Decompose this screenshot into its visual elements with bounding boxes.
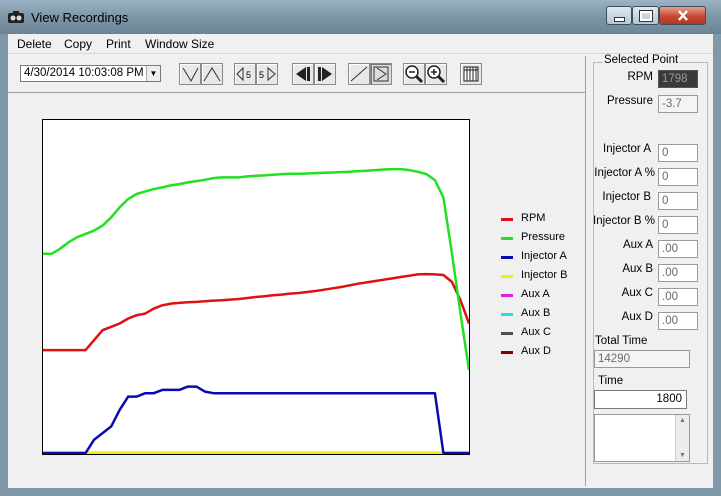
legend-label-aux-b: Aux B	[521, 307, 551, 319]
maximize-button[interactable]	[632, 6, 659, 25]
injector-b-pct-label: Injector B %	[593, 215, 655, 227]
cursor-mode-button[interactable]	[370, 63, 392, 85]
aux-d-field: .00	[658, 312, 698, 330]
injector-a-label: Injector A	[603, 143, 651, 155]
zoom-out-icon	[405, 65, 424, 84]
trim-left-button[interactable]	[179, 63, 201, 85]
window-title: View Recordings	[31, 10, 129, 25]
legend-swatch-injector-b	[501, 275, 513, 278]
injector-a-field: 0	[658, 144, 698, 162]
rpm-field: 1798	[658, 70, 698, 88]
svg-text:5: 5	[259, 70, 264, 80]
line-mode-button[interactable]	[348, 63, 370, 85]
legend-swatch-aux-b	[501, 313, 513, 316]
window-frame-right	[713, 34, 721, 496]
trim-right-button[interactable]	[201, 63, 223, 85]
close-button[interactable]	[659, 6, 706, 25]
legend-swatch-aux-d	[501, 351, 513, 354]
legend-swatch-rpm	[501, 218, 513, 221]
series-line-rpm	[43, 272, 471, 352]
scroll-up-icon[interactable]: ▲	[679, 417, 686, 424]
recorder-icon	[8, 11, 24, 23]
aux-c-label: Aux C	[621, 287, 653, 299]
chart-plot-area[interactable]	[42, 119, 471, 455]
toolbar: 4/30/2014 10:03:08 PM ▼ 5 5	[10, 56, 583, 92]
series-line-injector-a	[43, 385, 469, 455]
zoom-in-button[interactable]	[425, 63, 447, 85]
menu-delete[interactable]: Delete	[17, 37, 52, 51]
prev-mark-icon	[296, 67, 310, 81]
total-time-field: 14290	[594, 350, 690, 368]
diagonal-line-icon	[350, 66, 368, 82]
window-frame-bottom	[0, 488, 721, 496]
injector-b-field: 0	[658, 192, 698, 210]
menu-print[interactable]: Print	[106, 37, 131, 51]
pressure-label: Pressure	[606, 95, 653, 107]
panel-divider	[585, 56, 586, 486]
client-area: Delete Copy Print Window Size 4/30/2014 …	[8, 34, 713, 488]
legend-label-rpm: RPM	[521, 212, 546, 224]
legend-swatch-aux-c	[501, 332, 513, 335]
aux-b-label: Aux B	[622, 263, 653, 275]
series-line-pressure	[43, 167, 471, 371]
recording-select-value: 4/30/2014 10:03:08 PM	[24, 67, 144, 79]
injector-a-pct-field: 0	[658, 168, 698, 186]
zoom-in-icon	[427, 65, 446, 84]
pressure-field: -3.7	[658, 95, 698, 113]
legend-swatch-injector-a	[501, 256, 513, 259]
next-mark-icon	[318, 67, 332, 81]
zoom-out-button[interactable]	[403, 63, 425, 85]
next-mark-button[interactable]	[314, 63, 336, 85]
columns-button[interactable]	[460, 63, 482, 85]
menu-bar: Delete Copy Print Window Size	[8, 34, 713, 54]
rpm-label: RPM	[627, 71, 653, 83]
close-icon	[677, 10, 688, 21]
columns-icon	[463, 66, 479, 82]
legend-label-aux-a: Aux A	[521, 288, 550, 300]
aux-a-label: Aux A	[622, 239, 653, 251]
legend-swatch-pressure	[501, 237, 513, 240]
triangle-down-icon	[182, 67, 199, 83]
maximize-icon	[638, 9, 653, 22]
toolbar-divider	[8, 92, 585, 93]
minimize-icon	[613, 16, 625, 22]
notes-textarea[interactable]: ▲ ▼	[594, 414, 690, 462]
title-bar: View Recordings	[0, 0, 721, 34]
time-label: Time	[598, 375, 624, 387]
prev-mark-button[interactable]	[292, 63, 314, 85]
step-forward-5-button[interactable]: 5	[256, 63, 278, 85]
injector-b-label: Injector B	[602, 191, 651, 203]
legend-label-pressure: Pressure	[521, 231, 566, 243]
injector-a-pct-label: Injector A %	[594, 167, 655, 179]
recording-select[interactable]: 4/30/2014 10:03:08 PM ▼	[20, 65, 161, 82]
chart-svg	[43, 167, 471, 455]
total-time-label: Total Time	[595, 335, 648, 347]
time-input[interactable]: 1800	[594, 390, 687, 409]
window-frame-left	[0, 34, 8, 496]
legend-label-injector-a: Injector A	[521, 250, 567, 262]
aux-c-field: .00	[658, 288, 698, 306]
legend-label-aux-d: Aux D	[521, 345, 551, 357]
legend-label-injector-b: Injector B	[521, 269, 568, 281]
chevron-down-icon: ▼	[146, 66, 160, 81]
svg-text:5: 5	[246, 70, 251, 80]
selected-point-title: Selected Point	[602, 54, 681, 66]
scroll-down-icon[interactable]: ▼	[679, 452, 686, 459]
cursor-mode-icon	[373, 66, 389, 82]
aux-a-field: .00	[658, 240, 698, 258]
aux-d-label: Aux D	[621, 311, 653, 323]
legend-label-aux-c: Aux C	[521, 326, 551, 338]
injector-b-pct-field: 0	[658, 216, 698, 234]
step-forward-icon: 5	[259, 66, 276, 82]
minimize-button[interactable]	[606, 6, 632, 25]
legend-swatch-aux-a	[501, 294, 513, 297]
triangle-up-icon	[203, 67, 221, 82]
notes-scrollbar[interactable]: ▲ ▼	[675, 415, 689, 461]
menu-copy[interactable]: Copy	[64, 37, 93, 51]
step-back-5-button[interactable]: 5	[234, 63, 256, 85]
aux-b-field: .00	[658, 264, 698, 282]
step-back-icon: 5	[236, 66, 251, 82]
menu-window-size[interactable]: Window Size	[145, 37, 215, 51]
